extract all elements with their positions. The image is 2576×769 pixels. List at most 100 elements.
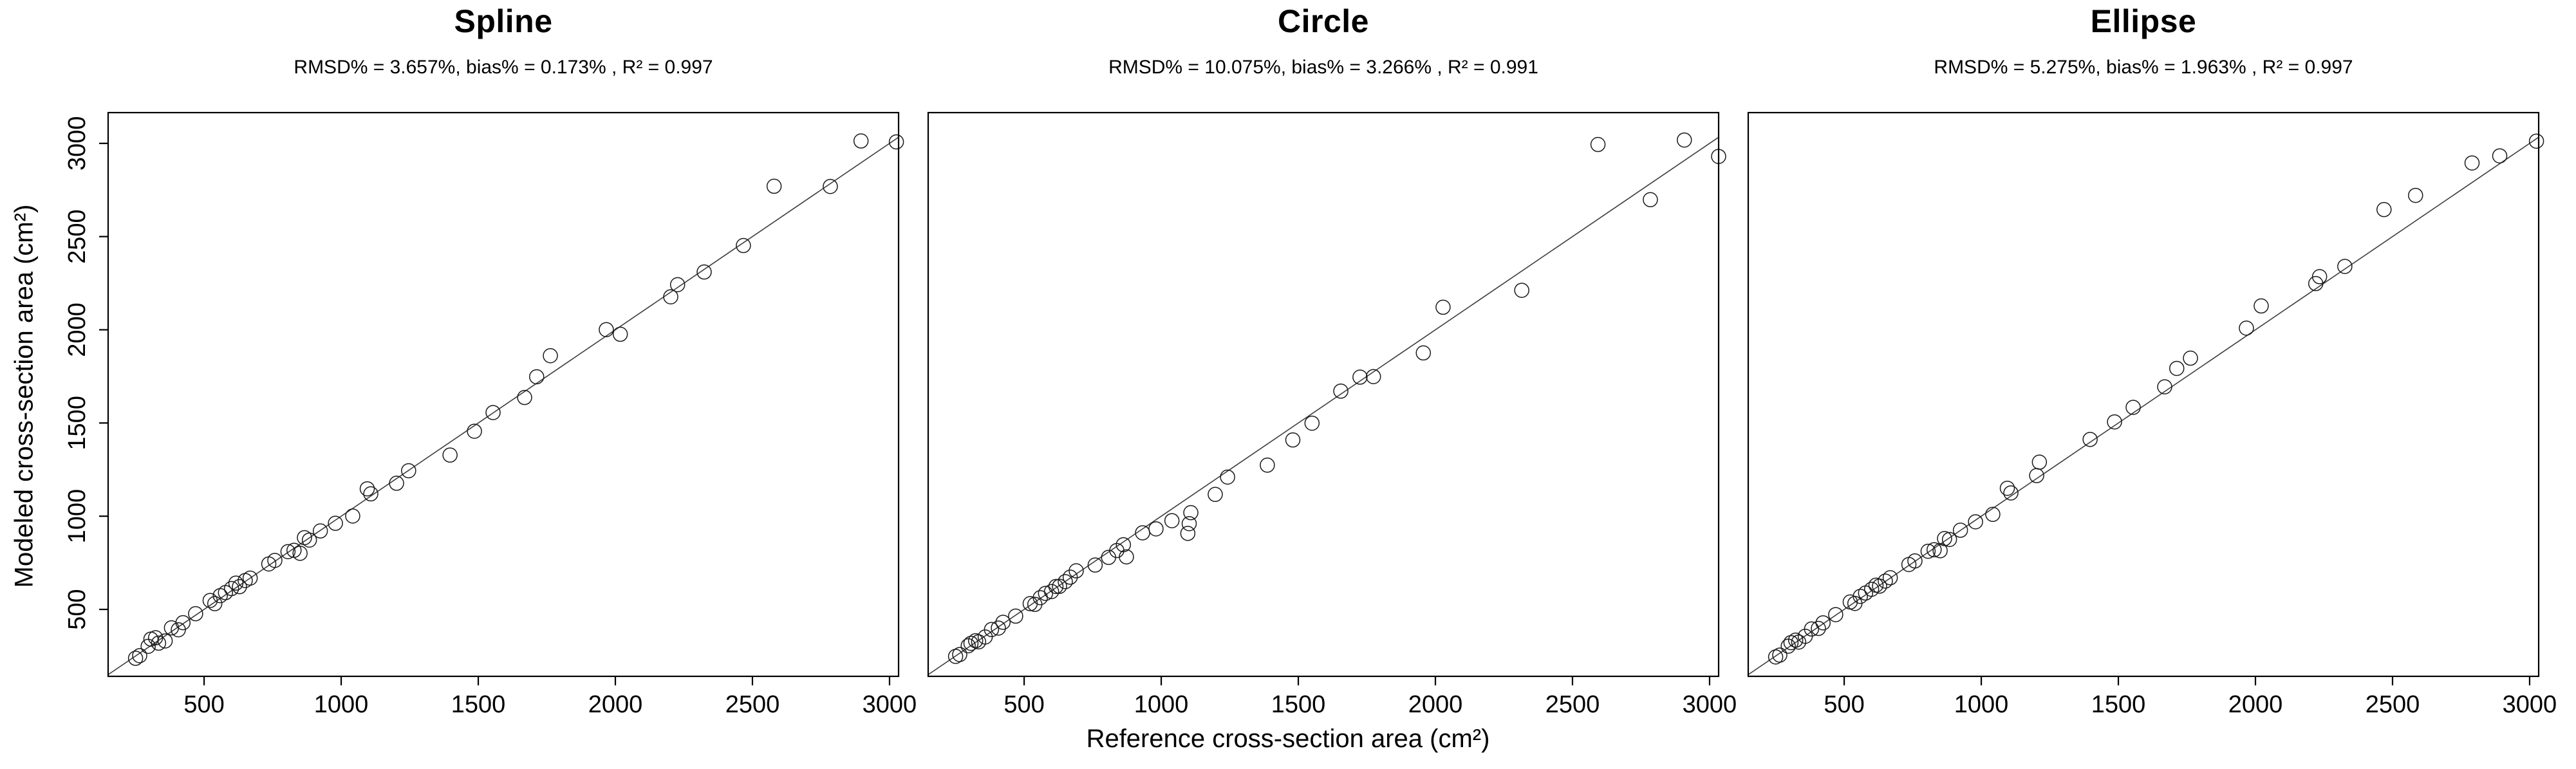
data-point [328, 515, 343, 531]
data-point [312, 523, 328, 539]
data-point [1985, 506, 2001, 523]
data-point [1952, 523, 1968, 538]
data-point [143, 631, 159, 647]
data-point [823, 178, 838, 194]
data-point [202, 593, 218, 608]
data-point [2528, 133, 2544, 149]
x-tick-label: 500 [183, 691, 224, 718]
data-point [984, 622, 1000, 638]
x-tick-label: 2500 [2366, 691, 2420, 718]
scatter-plot-ellipse: 500 1000 1500 2000 2500 3000 [1747, 111, 2557, 718]
data-point [223, 580, 239, 597]
y-tick-label: 2000 [64, 302, 91, 357]
data-point [1352, 369, 1368, 385]
data-point [1164, 513, 1180, 528]
data-point [301, 532, 317, 548]
data-point [1058, 574, 1073, 589]
data-point [127, 651, 144, 666]
data-point [612, 326, 628, 342]
data-point [1208, 486, 1223, 503]
data-point [517, 389, 532, 405]
y-axis-label: Modeled cross-section area (cm²) [10, 204, 39, 588]
x-tick-label: 1500 [1271, 691, 1326, 718]
x-tick-label: 1000 [314, 691, 369, 718]
data-point [175, 615, 191, 631]
data-point [2408, 187, 2423, 203]
x-tick-label: 500 [1824, 691, 1864, 718]
data-point [2003, 485, 2019, 501]
plot-box [107, 111, 900, 678]
data-point [995, 615, 1011, 630]
data-point [1872, 579, 1887, 594]
x-tick-label: 3000 [863, 691, 917, 718]
data-point [1882, 570, 1898, 586]
plot-box [1747, 111, 2540, 678]
data-point [389, 476, 404, 491]
data-point [132, 648, 147, 663]
data-point [766, 178, 782, 194]
data-point [1119, 549, 1134, 565]
data-point [2183, 350, 2198, 366]
data-point [485, 405, 501, 420]
data-point [1148, 521, 1164, 537]
data-point [188, 606, 203, 622]
panel-title-spline: Spline [454, 3, 553, 39]
data-point [2239, 320, 2254, 336]
scatter-plot-circle: 500 1000 1500 2000 2500 3000 [927, 111, 1737, 718]
data-point [1643, 192, 1658, 208]
data-point [599, 322, 614, 337]
data-point [2254, 298, 2269, 314]
data-point [1787, 633, 1804, 648]
data-point [1260, 458, 1275, 473]
x-axis-label: Reference cross-section area (cm²) [1086, 725, 1490, 753]
data-point [267, 553, 283, 568]
x-tick-label: 1000 [1134, 691, 1189, 718]
data-point [1863, 581, 1880, 597]
data-point [363, 486, 378, 502]
data-point [2157, 379, 2172, 394]
data-point [543, 347, 558, 364]
data-point [2169, 360, 2185, 376]
x-tick-label: 3000 [1683, 691, 1737, 718]
data-point [292, 546, 308, 561]
data-point [401, 463, 416, 479]
data-point [2031, 454, 2048, 470]
data-point [963, 635, 979, 651]
x-tick-label: 1500 [2091, 691, 2146, 718]
data-point [1772, 647, 1787, 663]
data-point [663, 289, 678, 304]
data-point [529, 369, 545, 385]
data-point [1183, 505, 1199, 521]
data-point [1415, 345, 1432, 361]
data-point [991, 620, 1006, 636]
data-point [2308, 275, 2324, 292]
data-point [207, 596, 223, 611]
data-point [669, 277, 686, 293]
x-tick-label: 2000 [588, 691, 643, 718]
data-point [1333, 384, 1349, 399]
data-point [280, 544, 296, 559]
y-tick-label: 1000 [64, 489, 91, 544]
y-tick-label: 3000 [64, 116, 91, 171]
data-point [1435, 299, 1451, 315]
data-point [1941, 532, 1957, 548]
plot-box [927, 111, 1720, 678]
data-point [736, 237, 751, 254]
data-point [1968, 514, 1983, 530]
data-point [1181, 516, 1197, 532]
x-tick-label: 500 [1003, 691, 1044, 718]
x-tick-label: 2000 [2228, 691, 2283, 718]
data-point [1927, 542, 1942, 558]
identity-line [928, 136, 1719, 676]
data-point [1304, 415, 1320, 431]
data-point [2464, 155, 2480, 171]
data-point [1514, 283, 1529, 298]
data-point [960, 638, 976, 654]
data-point [2107, 414, 2122, 430]
x-tick-label: 3000 [2503, 691, 2557, 718]
panel-title-ellipse: Ellipse [2090, 3, 2197, 39]
data-point [952, 647, 967, 662]
data-point [2337, 259, 2353, 274]
data-point [2125, 400, 2141, 415]
